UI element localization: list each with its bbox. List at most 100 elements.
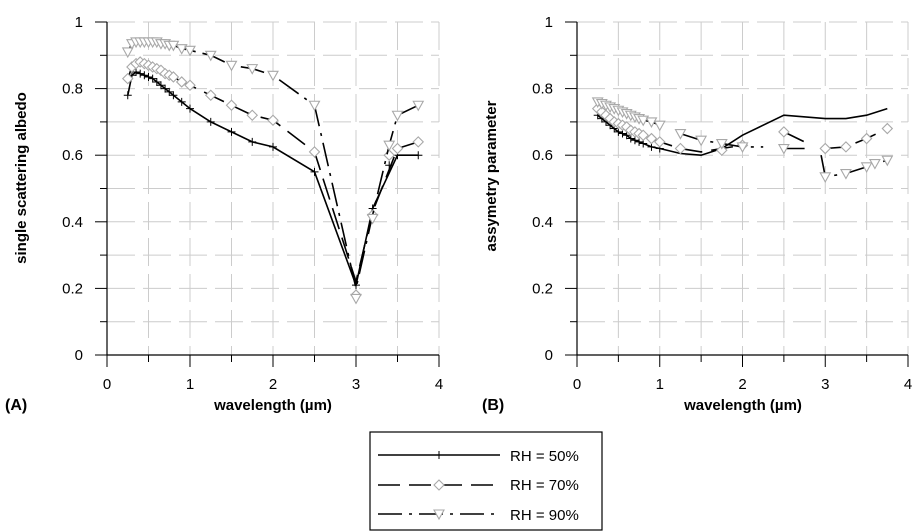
panel-a-series-0-point xyxy=(177,97,186,106)
panel-b-label: (B) xyxy=(482,397,504,414)
legend-label-rh90: RH = 90% xyxy=(510,507,579,524)
panel-b-asymmetry-chart: assymetry parameter wavelength (µm) (B) … xyxy=(482,14,912,414)
panel-b-series-2-point xyxy=(881,155,894,167)
panel-a-series-0-point xyxy=(269,142,277,151)
panel-b-x-axis-title: wavelength (µm) xyxy=(683,397,802,414)
y-tick-label: 0.4 xyxy=(532,214,553,231)
x-tick-label: 2 xyxy=(738,376,746,393)
panel-a-series-0-point xyxy=(186,104,194,113)
y-tick-label: 0.4 xyxy=(62,214,83,231)
panel-a-series-1-point xyxy=(184,79,196,92)
panel-a-series-0-point xyxy=(206,117,215,126)
x-tick-label: 1 xyxy=(186,376,194,393)
panel-b-series-2-point xyxy=(868,158,881,170)
y-tick-label: 0 xyxy=(545,347,553,364)
panel-a-label: (A) xyxy=(5,397,27,414)
panel-a-series-0-point xyxy=(123,91,132,100)
x-tick-label: 0 xyxy=(573,376,581,393)
panel-a-series-0-point xyxy=(144,72,153,81)
panel-a-series-2-point xyxy=(167,40,180,52)
y-tick-label: 0.2 xyxy=(532,280,553,297)
panel-b-series-1-point xyxy=(674,142,687,155)
panel-a-series-0-point xyxy=(227,127,236,136)
y-tick-label: 0.8 xyxy=(62,81,83,98)
panel-b-series-2-point xyxy=(860,162,873,173)
panel-b-series-1-point xyxy=(778,126,790,138)
panel-b-series-1-point xyxy=(840,141,852,153)
panel-b-series-2-point xyxy=(653,120,666,132)
panel-b-series-1-point xyxy=(653,136,666,148)
panel-a-series-2-point xyxy=(366,213,379,225)
panel-b-series-1-point xyxy=(716,144,728,156)
panel-b-series-2-point xyxy=(695,135,708,147)
y-tick-label: 1 xyxy=(75,14,83,31)
panel-a-series-2-point xyxy=(184,45,196,57)
x-tick-label: 4 xyxy=(435,376,443,393)
panel-a-series-2-point xyxy=(121,47,134,59)
panel-a-series-2-point xyxy=(412,100,425,112)
panel-a-series-0-point xyxy=(248,137,257,146)
panel-a-series-1-line xyxy=(127,61,419,285)
legend-sample-marker-2 xyxy=(433,509,445,521)
panel-b-series-2-line xyxy=(820,155,888,178)
panel-b-series-2-point xyxy=(840,168,852,180)
panel-a-series-1-point xyxy=(267,114,279,127)
panel-b-series-2-point xyxy=(777,143,790,155)
panel-a-series-2-point xyxy=(204,50,217,62)
panel-a-series-2 xyxy=(121,37,425,305)
panel-a-series-1-point xyxy=(412,136,425,148)
y-tick-label: 0.6 xyxy=(62,147,83,164)
y-tick-label: 0.2 xyxy=(62,280,83,297)
panel-a-series-0-point xyxy=(156,81,165,90)
panel-b-series-1-point xyxy=(637,129,649,141)
panel-a-series-1-point xyxy=(204,89,217,102)
panel-a-series-2-point xyxy=(383,140,396,152)
panel-a-albedo-chart: single scattering albedo wavelength (µm)… xyxy=(5,14,443,414)
y-tick-label: 0 xyxy=(75,347,83,364)
legend-label-rh70: RH = 70% xyxy=(510,477,579,494)
panel-a-series-0-point xyxy=(169,91,178,100)
x-tick-label: 4 xyxy=(904,376,912,393)
panel-a-series-0-point xyxy=(165,87,174,96)
legend-box xyxy=(369,431,603,531)
y-tick-label: 0.8 xyxy=(532,81,553,98)
x-tick-label: 0 xyxy=(103,376,111,393)
panel-b-series-1-point xyxy=(881,122,894,135)
x-tick-label: 3 xyxy=(352,376,360,393)
panel-a-series-1-point xyxy=(225,99,238,112)
panel-b-series-1-point xyxy=(860,132,873,145)
panel-a-series-0-point xyxy=(140,71,149,80)
legend-sample-marker-1 xyxy=(433,479,445,491)
panel-b-series-2-point xyxy=(674,129,687,140)
panel-a-series-2-point xyxy=(391,110,404,122)
panel-a-series-2-point xyxy=(175,44,188,55)
panel-a-series-0-point xyxy=(136,69,145,78)
legend-sample-marker-0 xyxy=(435,451,443,459)
panel-b-series-2-point xyxy=(645,117,658,129)
panel-b-series-2-point xyxy=(819,172,832,183)
legend-label-rh50: RH = 50% xyxy=(510,448,579,465)
panel-b-series-1-point xyxy=(819,142,832,155)
legend: RH = 50% RH = 70% RH = 90% xyxy=(369,431,603,531)
panel-b-series-1-point xyxy=(620,121,633,133)
panel-b-series-1-line xyxy=(825,127,888,150)
panel-a-y-axis-title: single scattering albedo xyxy=(13,92,30,264)
panel-a-series-2-point xyxy=(246,64,259,75)
panel-b-series-2-point xyxy=(715,138,728,150)
x-tick-label: 1 xyxy=(656,376,664,393)
y-tick-label: 1 xyxy=(545,14,553,31)
panel-b-series-2-point xyxy=(637,115,650,127)
panel-a-series-1-point xyxy=(121,72,134,85)
panel-b-series-2 xyxy=(591,97,894,183)
x-tick-label: 2 xyxy=(269,376,277,393)
panel-a-series-0-point xyxy=(148,74,157,83)
panel-a-series-2-point xyxy=(350,293,362,305)
panel-b-series-2-point xyxy=(736,142,749,154)
panel-a-series-1-point xyxy=(308,146,321,158)
panel-a-x-axis-title: wavelength (µm) xyxy=(213,397,332,414)
panel-a-series-0-point xyxy=(152,77,161,86)
y-tick-label: 0.6 xyxy=(532,147,553,164)
panel-a-series-1-point xyxy=(246,109,259,122)
panel-a-series-1-point xyxy=(167,71,180,83)
panel-a-series-1-point xyxy=(391,142,404,155)
